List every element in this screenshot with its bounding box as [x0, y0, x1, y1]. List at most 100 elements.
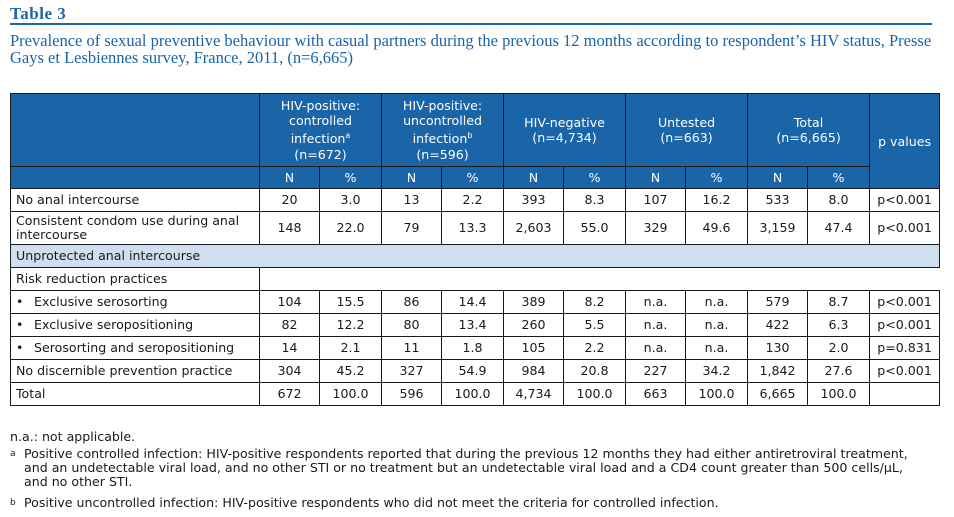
cell: 12.2 — [318, 313, 383, 337]
pvalue-cell: p<0.001 — [869, 359, 941, 383]
cell: 5.5 — [563, 313, 627, 337]
table-row: • Exclusive serosorting 104 15.5 86 14.4 … — [10, 290, 941, 314]
cell: 15.5 — [318, 290, 383, 314]
cell: 34.2 — [685, 359, 749, 383]
col-group-header: Total (n=6,665) — [747, 93, 871, 167]
cell: 329 — [625, 211, 687, 245]
cell: 82 — [259, 313, 320, 337]
cell: n.a. — [685, 313, 749, 337]
cell: 27.6 — [807, 359, 871, 383]
cell: 596 — [381, 382, 443, 406]
col-group-header: HIV-negative (n=4,734) — [503, 93, 627, 167]
cell: 6,665 — [747, 382, 809, 406]
row-label: • Exclusive seropositioning — [10, 313, 260, 337]
header-blank-cell — [10, 166, 260, 189]
cell: 13 — [381, 188, 443, 212]
col-group-header: HIV-positive: controlled infectiona (n=67… — [258, 93, 383, 167]
pvalue-cell: p<0.001 — [869, 211, 941, 245]
col-group-header: Untested (n=663) — [625, 93, 749, 167]
table-label: Table 3 — [10, 4, 67, 23]
col-group-header: HIV-positive: uncontrolled infectionb (n=… — [381, 93, 505, 167]
section-label: Unprotected anal intercourse — [9, 244, 941, 268]
cell: 533 — [747, 188, 809, 212]
footnote-b-mark: b — [10, 498, 16, 508]
cell: 79 — [381, 211, 443, 245]
cell: 130 — [747, 336, 809, 360]
cell: 14 — [259, 336, 320, 360]
pvalue-cell: p=0.831 — [869, 336, 941, 360]
cell: 13.3 — [441, 211, 505, 245]
cell: 11 — [381, 336, 443, 360]
cell: 260 — [503, 313, 565, 337]
cell: 47.4 — [807, 211, 871, 245]
cell: 4,734 — [503, 382, 565, 406]
pvalue-cell: p<0.001 — [869, 188, 941, 212]
cell: 45.2 — [318, 359, 383, 383]
table-row: Risk reduction practices — [10, 267, 940, 291]
cell: 393 — [503, 188, 565, 212]
col-pct-header: % — [807, 166, 871, 189]
cell: 100.0 — [685, 382, 749, 406]
col-pct-header: % — [685, 166, 749, 189]
empty-cell — [259, 267, 940, 291]
cell: 100.0 — [441, 382, 505, 406]
cell: 8.0 — [807, 188, 871, 212]
cell: 663 — [625, 382, 687, 406]
cell: 86 — [381, 290, 443, 314]
pvalue-header: p values — [869, 93, 941, 189]
col-n-header: N — [381, 166, 443, 189]
col-n-header: N — [503, 166, 565, 189]
pvalue-cell — [869, 382, 941, 406]
bullet-icon: • — [16, 294, 24, 309]
table-row: No anal intercourse 20 3.0 13 2.2 393 8.… — [10, 188, 941, 212]
col-n-header: N — [747, 166, 809, 189]
row-label: • Serosorting and seropositioning — [10, 336, 260, 360]
cell: 8.7 — [807, 290, 871, 314]
title-rule — [10, 23, 932, 25]
cell: 105 — [503, 336, 565, 360]
table-row: Consistent condom use during anal interc… — [10, 211, 941, 245]
row-label: • Exclusive serosorting — [10, 290, 260, 314]
cell: 3.0 — [318, 188, 383, 212]
cell: 13.4 — [441, 313, 505, 337]
cell: 8.3 — [563, 188, 627, 212]
table-row: No discernible prevention practice 304 4… — [10, 359, 941, 383]
row-label: Total — [10, 382, 260, 406]
cell: 107 — [625, 188, 687, 212]
footnote-a: a Positive controlled infection: HIV-posi… — [10, 447, 950, 489]
cell: 16.2 — [685, 188, 749, 212]
cell: n.a. — [625, 290, 687, 314]
footnote-b-text: Positive uncontrolled infection: HIV-pos… — [24, 495, 719, 510]
section-row: Unprotected anal intercourse — [9, 244, 941, 268]
cell: 8.2 — [563, 290, 627, 314]
row-label: Consistent condom use during anal interc… — [10, 211, 260, 245]
cell: n.a. — [625, 313, 687, 337]
cell: 100.0 — [563, 382, 627, 406]
header-blank-cell — [10, 93, 260, 167]
cell: n.a. — [685, 336, 749, 360]
col-pct-header: % — [318, 166, 383, 189]
cell: 49.6 — [685, 211, 749, 245]
cell: n.a. — [685, 290, 749, 314]
cell: 14.4 — [441, 290, 505, 314]
row-label: No anal intercourse — [10, 188, 260, 212]
cell: 20.8 — [563, 359, 627, 383]
cell: 100.0 — [318, 382, 383, 406]
cell: 100.0 — [807, 382, 871, 406]
cell: 579 — [747, 290, 809, 314]
cell: 2.1 — [318, 336, 383, 360]
cell: 2.2 — [563, 336, 627, 360]
cell: 389 — [503, 290, 565, 314]
cell: 6.3 — [807, 313, 871, 337]
cell: 104 — [259, 290, 320, 314]
cell: 2.2 — [441, 188, 505, 212]
cell: 984 — [503, 359, 565, 383]
cell: 20 — [259, 188, 320, 212]
cell: 2,603 — [503, 211, 565, 245]
col-pct-header: % — [441, 166, 505, 189]
bullet-icon: • — [16, 340, 24, 355]
cell: 54.9 — [441, 359, 505, 383]
row-label: Risk reduction practices — [10, 267, 260, 291]
footnote-b: b Positive uncontrolled infection: HIV-po… — [10, 496, 950, 510]
footnote-a-text: Positive controlled infection: HIV-posit… — [24, 446, 908, 489]
